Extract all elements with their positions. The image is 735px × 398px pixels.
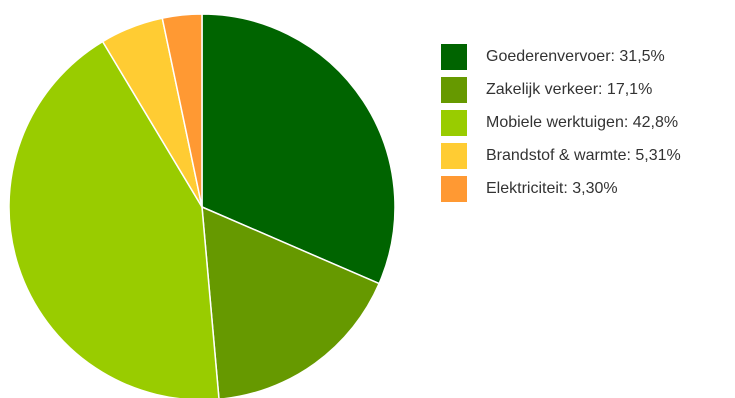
legend-swatch-elektriciteit — [441, 176, 467, 202]
legend-label-zakelijk-verkeer: Zakelijk verkeer: 17,1% — [486, 81, 653, 98]
legend-swatch-zakelijk-verkeer — [441, 77, 467, 103]
legend-label-brandstof-warmte: Brandstof & warmte: 5,31% — [486, 147, 681, 164]
legend-swatch-brandstof-warmte — [441, 143, 467, 169]
legend-item-mobiele-werktuigen: Mobiele werktuigen: 42,8% — [441, 110, 735, 136]
legend-item-goederenvervoer: Goederenvervoer: 31,5% — [441, 44, 735, 70]
pie-slice-goederenvervoer — [201, 13, 396, 285]
legend-swatch-goederenvervoer — [441, 44, 467, 70]
legend-item-zakelijk-verkeer: Zakelijk verkeer: 17,1% — [441, 77, 735, 103]
legend-swatch-mobiele-werktuigen — [441, 110, 467, 136]
legend-label-goederenvervoer: Goederenvervoer: 31,5% — [486, 48, 665, 65]
legend-label-mobiele-werktuigen: Mobiele werktuigen: 42,8% — [486, 114, 679, 131]
pie-slice-zakelijk-verkeer — [201, 206, 380, 398]
legend-item-brandstof-warmte: Brandstof & warmte: 5,31% — [441, 143, 735, 169]
chart-legend: Goederenvervoer: 31,5% Zakelijk verkeer:… — [441, 44, 735, 209]
legend-item-elektriciteit: Elektriciteit: 3,30% — [441, 176, 735, 202]
pie-slice-mobiele-werktuigen — [8, 40, 220, 398]
pie-slice-elektriciteit — [161, 13, 203, 208]
legend-label-elektriciteit: Elektriciteit: 3,30% — [486, 180, 618, 197]
